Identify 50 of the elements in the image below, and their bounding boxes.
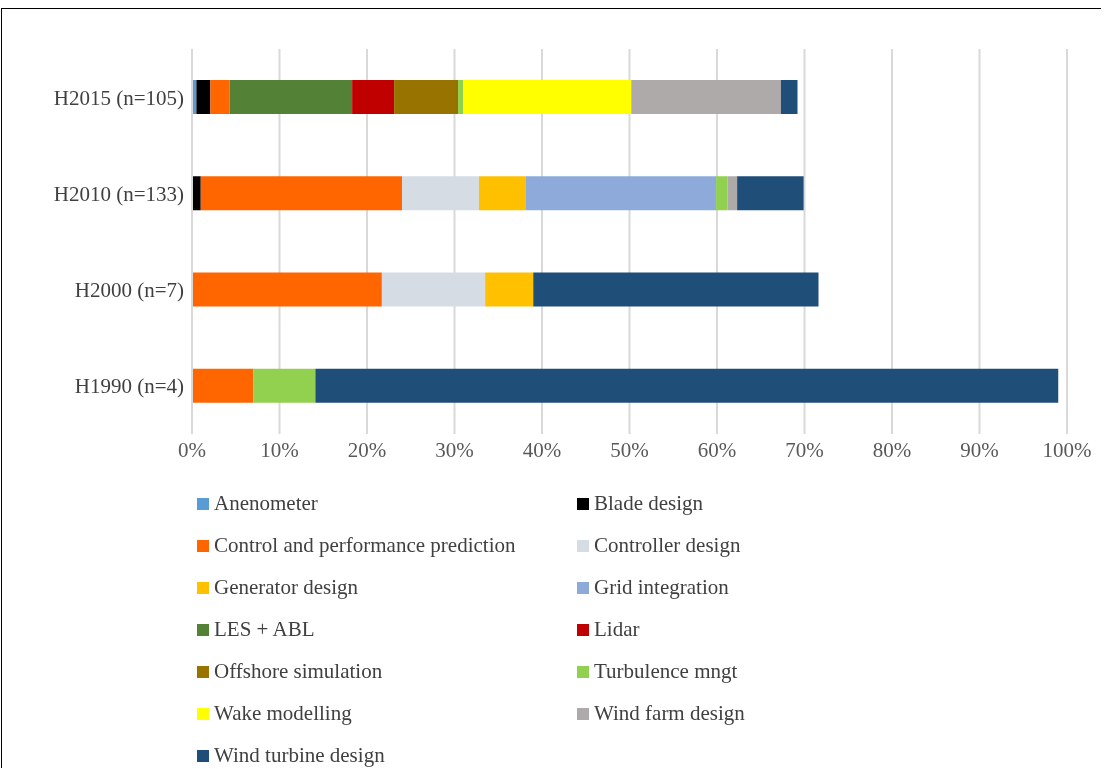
x-tick-label: 0% [178, 437, 206, 462]
legend-label: Control and performance prediction [214, 533, 516, 558]
bar [210, 80, 230, 114]
bar [253, 368, 316, 403]
bar [192, 176, 201, 211]
bar [631, 80, 781, 114]
legend-label: Wind turbine design [214, 743, 385, 768]
legend-label: Generator design [214, 575, 359, 600]
x-tick-label: 40% [522, 437, 562, 462]
legend-label: Turbulence mngt [594, 659, 738, 684]
bar [229, 80, 353, 114]
bar [533, 272, 819, 307]
legend-label: Wake modelling [214, 701, 352, 726]
bar [192, 368, 254, 403]
bar [716, 176, 728, 211]
y-tick-label: H2015 (n=105) [53, 85, 184, 110]
legend-label: Blade design [594, 491, 704, 516]
bar [780, 80, 798, 114]
legend-label: LES + ABL [214, 617, 315, 642]
bar [394, 80, 458, 114]
bar [200, 176, 402, 211]
x-tick-label: 80% [872, 437, 912, 462]
bar [463, 80, 632, 114]
y-tick-label: H1990 (n=4) [74, 374, 184, 399]
bar [196, 80, 211, 114]
x-tick-label: 70% [785, 437, 824, 462]
x-tick-label: 50% [610, 437, 649, 462]
x-tick-label: 30% [435, 437, 474, 462]
x-tick-label: 60% [697, 437, 737, 462]
bar [737, 176, 804, 211]
bar [479, 176, 526, 211]
legend-label: Offshore simulation [214, 659, 383, 684]
bar [727, 176, 738, 211]
bar [315, 368, 1059, 403]
bar [485, 272, 534, 307]
bar [352, 80, 395, 114]
legend-label: Lidar [594, 617, 640, 642]
y-tick-label: H2010 (n=133) [53, 181, 184, 206]
legend-label: Controller design [594, 533, 741, 558]
bar [525, 176, 717, 211]
bar [458, 80, 464, 114]
y-tick-label: H2000 (n=7) [74, 278, 184, 303]
legend-label: Grid integration [594, 575, 729, 600]
x-tick-label: 100% [1042, 437, 1092, 462]
x-tick-label: 90% [960, 437, 999, 462]
legend-label: Anenometer [214, 491, 318, 516]
x-tick-label: 20% [347, 437, 387, 462]
x-tick-label: 10% [260, 437, 299, 462]
bar [192, 272, 382, 307]
legend-label: Wind farm design [594, 701, 745, 726]
